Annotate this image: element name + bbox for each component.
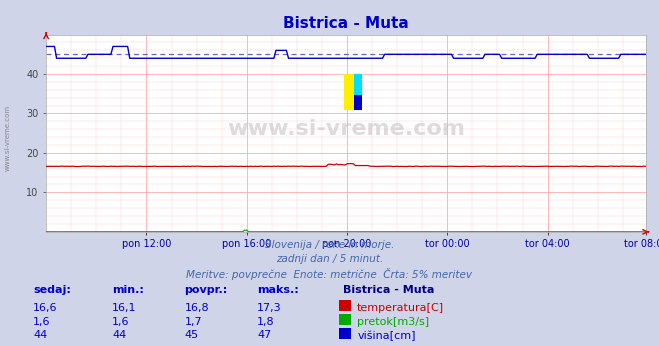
Title: Bistrica - Muta: Bistrica - Muta: [283, 16, 409, 31]
Bar: [354, 74, 362, 95]
Text: Meritve: povprečne  Enote: metrične  Črta: 5% meritev: Meritve: povprečne Enote: metrične Črta:…: [186, 268, 473, 280]
Text: 16,6: 16,6: [33, 303, 57, 313]
Text: 47: 47: [257, 330, 272, 340]
Text: 17,3: 17,3: [257, 303, 281, 313]
Text: 16,8: 16,8: [185, 303, 209, 313]
Text: maks.:: maks.:: [257, 285, 299, 295]
Text: sedaj:: sedaj:: [33, 285, 71, 295]
Text: 44: 44: [112, 330, 127, 340]
Text: min.:: min.:: [112, 285, 144, 295]
Text: pretok[m3/s]: pretok[m3/s]: [357, 317, 429, 327]
Text: 16,1: 16,1: [112, 303, 136, 313]
Text: 1,6: 1,6: [112, 317, 130, 327]
Text: Bistrica - Muta: Bistrica - Muta: [343, 285, 434, 295]
Text: www.si-vreme.com: www.si-vreme.com: [5, 105, 11, 172]
Text: zadnji dan / 5 minut.: zadnji dan / 5 minut.: [276, 254, 383, 264]
Text: 1,8: 1,8: [257, 317, 275, 327]
Bar: [354, 95, 362, 110]
Text: Slovenija / reke in morje.: Slovenija / reke in morje.: [265, 240, 394, 251]
Text: www.si-vreme.com: www.si-vreme.com: [227, 119, 465, 139]
Text: 45: 45: [185, 330, 198, 340]
Text: 1,6: 1,6: [33, 317, 51, 327]
Text: temperatura[C]: temperatura[C]: [357, 303, 444, 313]
Text: povpr.:: povpr.:: [185, 285, 228, 295]
Bar: [344, 74, 354, 110]
Text: 1,7: 1,7: [185, 317, 202, 327]
Text: višina[cm]: višina[cm]: [357, 330, 416, 341]
Text: 44: 44: [33, 330, 47, 340]
